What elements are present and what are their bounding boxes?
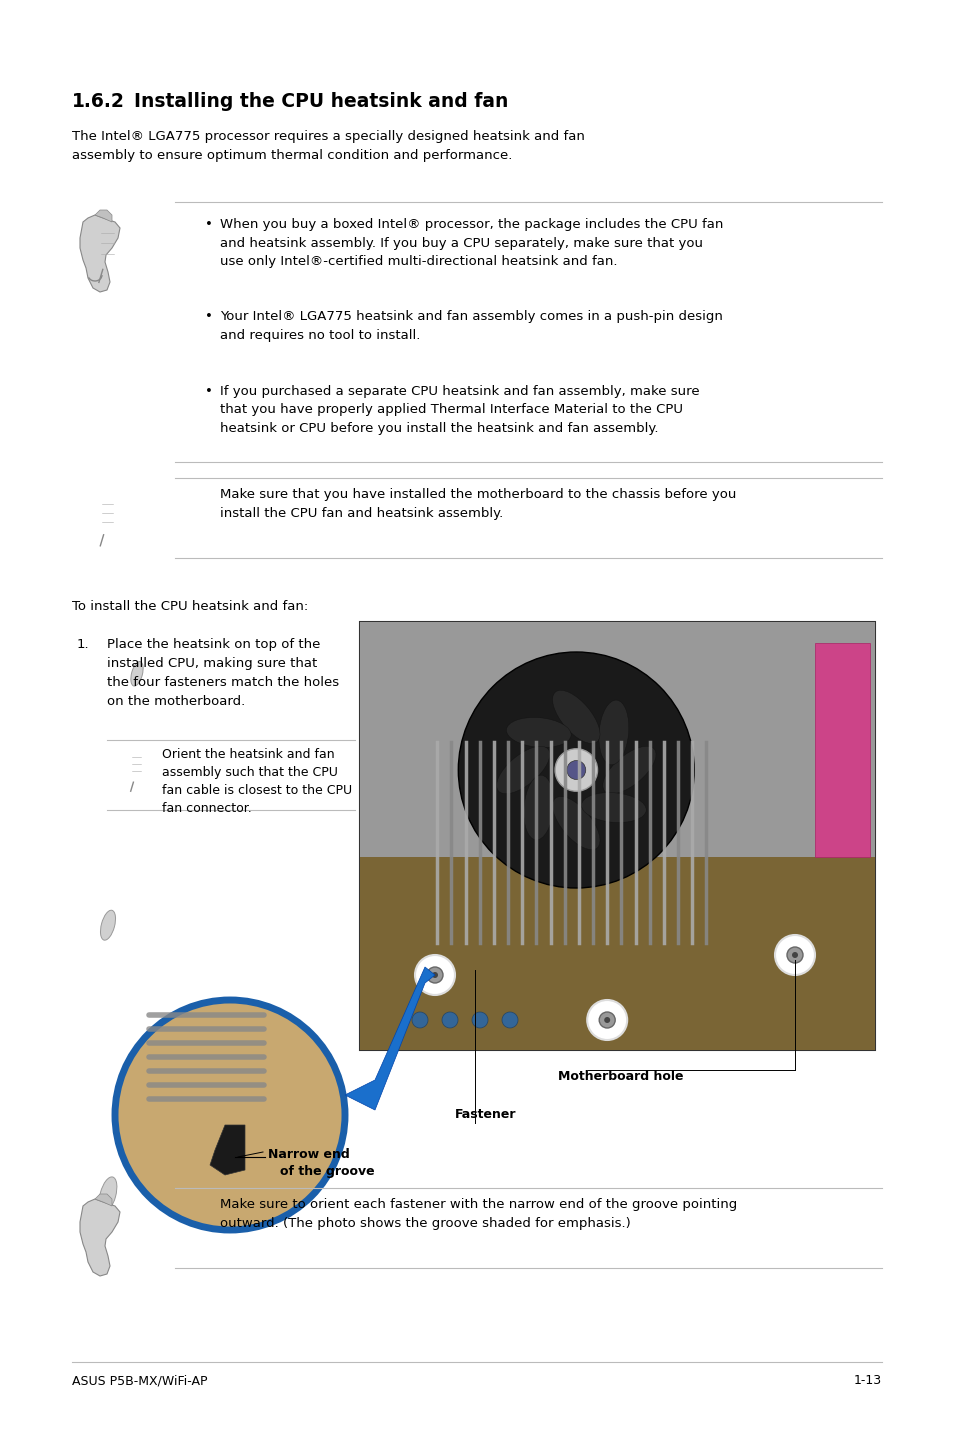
Text: Installing the CPU heatsink and fan: Installing the CPU heatsink and fan [133, 92, 508, 111]
Polygon shape [95, 1194, 112, 1206]
FancyBboxPatch shape [359, 623, 874, 1050]
FancyBboxPatch shape [359, 857, 874, 1050]
Text: If you purchased a separate CPU heatsink and fan assembly, make sure
that you ha: If you purchased a separate CPU heatsink… [220, 385, 699, 436]
Text: 1-13: 1-13 [853, 1373, 882, 1388]
Circle shape [786, 948, 802, 963]
Text: To install the CPU heatsink and fan:: To install the CPU heatsink and fan: [71, 600, 308, 613]
Ellipse shape [581, 792, 645, 823]
Ellipse shape [523, 775, 553, 840]
Text: The Intel® LGA775 processor requires a specially designed heatsink and fan
assem: The Intel® LGA775 processor requires a s… [71, 129, 584, 162]
Ellipse shape [598, 700, 628, 765]
Polygon shape [95, 210, 112, 221]
Text: 1.6.2: 1.6.2 [71, 92, 125, 111]
Text: Orient the heatsink and fan
assembly such that the CPU
fan cable is closest to t: Orient the heatsink and fan assembly suc… [162, 748, 352, 815]
Circle shape [427, 966, 442, 984]
Circle shape [501, 1012, 517, 1028]
Polygon shape [210, 1125, 245, 1175]
FancyBboxPatch shape [814, 643, 869, 857]
Circle shape [472, 1012, 488, 1028]
Circle shape [791, 952, 797, 958]
Text: Motherboard hole: Motherboard hole [558, 1070, 682, 1083]
Ellipse shape [100, 910, 115, 940]
Text: 1.: 1. [77, 638, 90, 651]
Text: Make sure to orient each fastener with the narrow end of the groove pointing
out: Make sure to orient each fastener with t… [220, 1198, 737, 1229]
Circle shape [115, 999, 345, 1229]
Circle shape [603, 1017, 610, 1022]
Ellipse shape [497, 746, 549, 794]
Circle shape [441, 1012, 457, 1028]
FancyBboxPatch shape [359, 623, 874, 857]
Circle shape [566, 761, 585, 779]
Circle shape [432, 972, 437, 978]
Text: •: • [205, 311, 213, 324]
Ellipse shape [131, 661, 143, 686]
Text: •: • [205, 385, 213, 398]
Polygon shape [345, 966, 435, 1110]
Circle shape [774, 935, 814, 975]
Text: When you buy a boxed Intel® processor, the package includes the CPU fan
and heat: When you buy a boxed Intel® processor, t… [220, 219, 722, 267]
Text: Make sure that you have installed the motherboard to the chassis before you
inst: Make sure that you have installed the mo… [220, 487, 736, 519]
Ellipse shape [99, 1176, 117, 1212]
Text: Place the heatsink on top of the
installed CPU, making sure that
the four fasten: Place the heatsink on top of the install… [107, 638, 338, 707]
Circle shape [457, 651, 694, 889]
Text: Narrow end: Narrow end [268, 1148, 350, 1160]
Text: Your Intel® LGA775 heatsink and fan assembly comes in a push-pin design
and requ: Your Intel® LGA775 heatsink and fan asse… [220, 311, 722, 341]
Polygon shape [80, 216, 120, 292]
Ellipse shape [506, 718, 571, 748]
Circle shape [412, 1012, 428, 1028]
Ellipse shape [602, 746, 656, 794]
Ellipse shape [552, 797, 599, 850]
Circle shape [415, 955, 455, 995]
Text: of the groove: of the groove [280, 1165, 375, 1178]
Circle shape [555, 749, 597, 791]
Polygon shape [80, 1199, 120, 1276]
Text: ASUS P5B-MX/WiFi-AP: ASUS P5B-MX/WiFi-AP [71, 1373, 208, 1388]
Text: •: • [205, 219, 213, 232]
Circle shape [598, 1012, 615, 1028]
Ellipse shape [552, 690, 599, 743]
Text: Fastener: Fastener [455, 1109, 516, 1122]
Circle shape [587, 999, 626, 1040]
